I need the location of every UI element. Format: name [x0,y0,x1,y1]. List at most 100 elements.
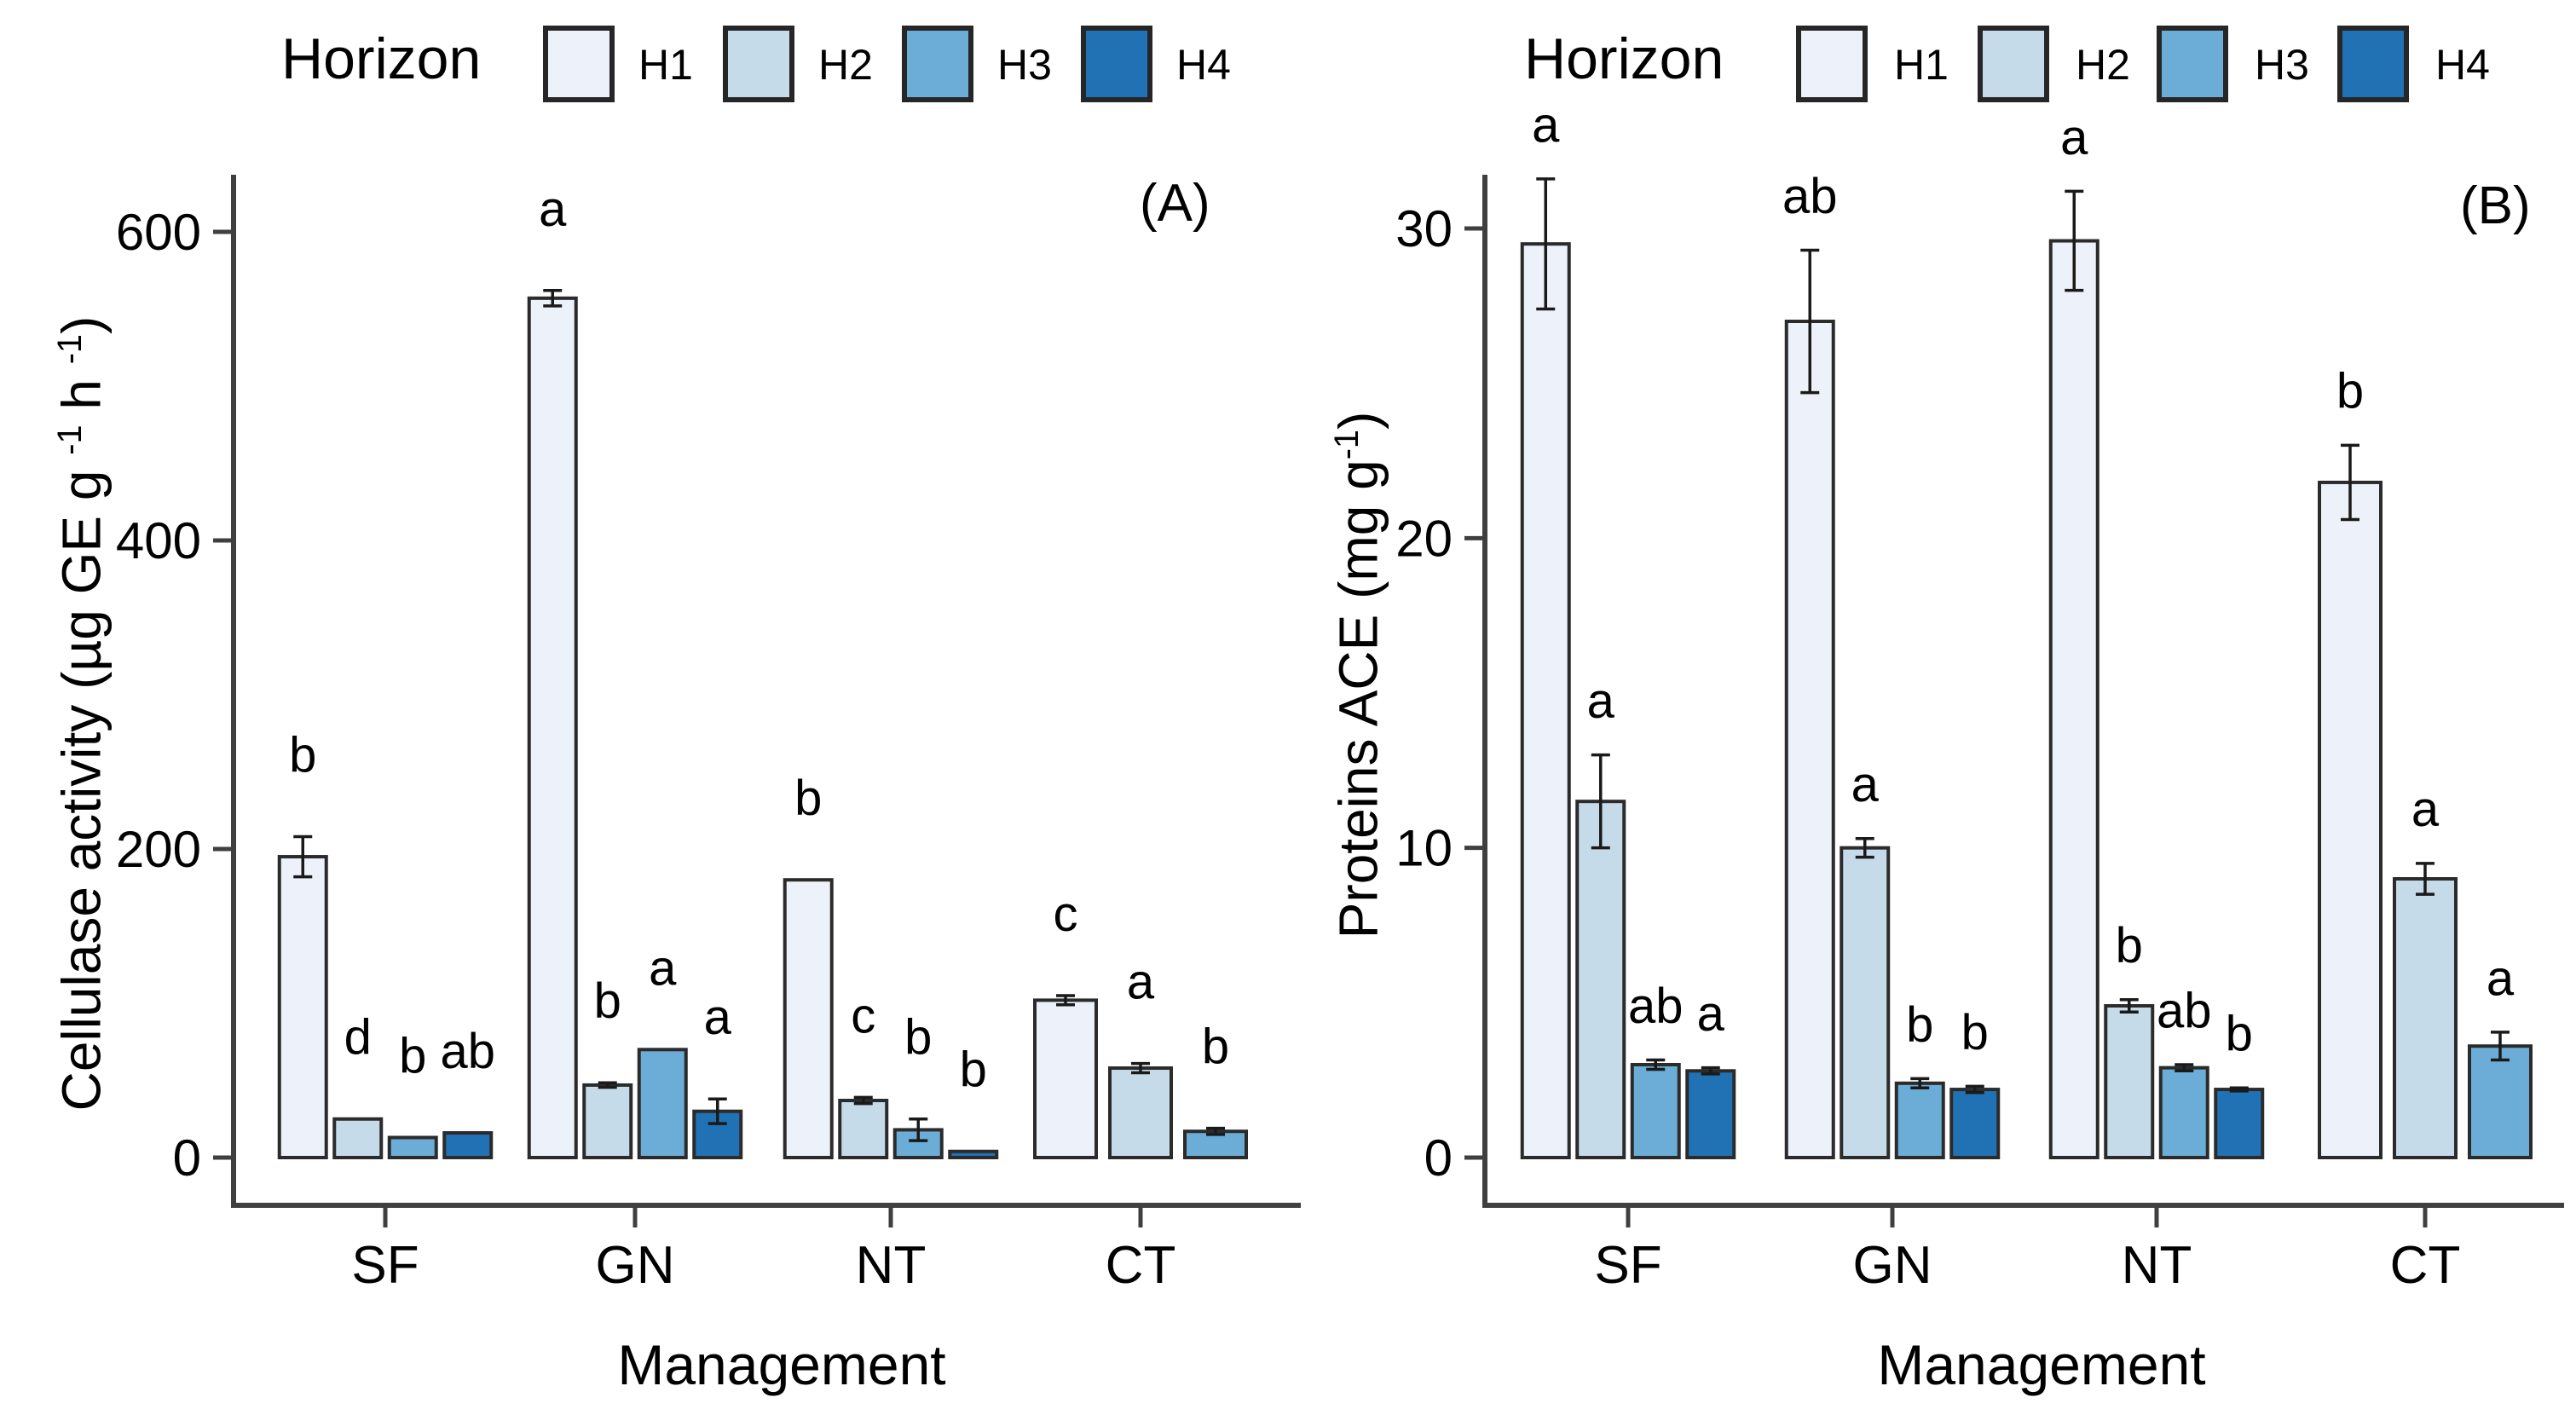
y-tick-label-A-600: 600 [116,204,201,261]
sig-letter-B-GN-H4: b [1961,1005,1989,1060]
bar-A-SF-H1 [277,855,328,1159]
sig-letter-B-NT-H3: ab [2157,983,2212,1038]
bar-B-NT-H4 [2214,1088,2265,1159]
sig-letter-A-SF-H2: d [344,1010,372,1066]
sig-letter-A-NT-H1: b [794,771,822,826]
sig-letter-B-CT-H3: a [2486,950,2515,1006]
sig-letter-A-SF-H3: b [399,1028,426,1083]
bar-B-SF-H3 [1630,1063,1681,1159]
y-tick-label-B-20: 20 [1395,510,1453,567]
sig-letter-B-CT-H1: b [2336,364,2364,419]
bar-B-GN-H1 [1784,320,1835,1160]
y-tick-label-B-30: 30 [1395,200,1453,257]
superscript-exponent: -1 [1328,430,1366,460]
sig-letter-A-CT-H1: c [1054,887,1078,942]
y-tick-label-A-400: 400 [116,512,201,569]
x-tick-label-B-CT: CT [2390,1236,2461,1295]
sig-letter-B-SF-H2: a [1587,673,1615,729]
bar-A-SF-H3 [387,1135,438,1159]
legend-title: Horizon [281,26,482,91]
sig-letter-A-NT-H2: c [851,988,875,1043]
x-axis-title-management-b: Management [1877,1333,2206,1396]
legend-title: Horizon [1524,26,1724,91]
legend-swatch-h3 [902,26,973,102]
x-tick-label-B-SF: SF [1594,1236,1661,1295]
sig-letter-A-NT-H4: b [960,1042,987,1098]
sig-letter-B-NT-H2: b [2116,918,2143,973]
bar-B-SF-H1 [1520,242,1571,1159]
bar-B-CT-H3 [2468,1044,2533,1159]
legend-swatch-h1 [1796,26,1868,102]
y-tick-label-B-10: 10 [1395,820,1453,877]
x-tick-label-A-CT: CT [1106,1236,1176,1295]
legend-label-h1: H1 [1894,41,1949,89]
sig-letter-A-GN-H1: a [539,182,567,237]
legend-swatch-h1 [543,26,615,102]
sig-letter-A-SF-H4: ab [440,1024,495,1079]
bar-B-NT-H2 [2104,1003,2155,1159]
legend-label-h4: H4 [2435,41,2490,89]
bar-A-GN-H3 [637,1048,688,1160]
sig-letter-B-NT-H4: b [2226,1007,2253,1062]
bar-B-CT-H2 [2393,877,2458,1160]
superscript-exponent: -1 [51,424,89,455]
axis-title-text: h [50,364,113,425]
axis-title-text: Cellulase activity (µg GE g [50,454,113,1112]
bar-A-CT-H1 [1033,998,1098,1159]
sig-letter-A-CT-H2: a [1127,955,1155,1010]
bar-B-NT-H3 [2158,1066,2209,1159]
sig-letter-A-CT-H3: b [1202,1019,1229,1075]
axis-title-text: Proteins ACE (mg g [1327,459,1389,939]
axis-title-text: ) [50,315,113,334]
y-tick-label-A-0: 0 [173,1129,201,1187]
x-tick-label-A-SF: SF [351,1236,419,1295]
sig-letter-A-GN-H2: b [594,973,621,1029]
superscript-exponent: -1 [51,334,89,365]
sig-letter-A-GN-H4: a [704,990,732,1045]
bar-A-NT-H1 [783,878,834,1159]
panel-tag-b: (B) [2460,176,2531,235]
y-tick-label-A-200: 200 [116,821,201,878]
bar-A-CT-H2 [1108,1066,1173,1160]
sig-letter-B-SF-H1: a [1532,97,1560,153]
bar-B-GN-H3 [1894,1081,1945,1159]
bar-A-GN-H1 [527,296,578,1159]
y-axis-title-proteins: Proteins ACE (mg g-1) [1311,78,1389,1272]
bar-A-NT-H2 [838,1099,889,1160]
bar-B-GN-H2 [1840,846,1891,1159]
x-tick-label-A-NT: NT [856,1236,927,1295]
sig-letter-A-SF-H1: b [289,728,316,783]
sig-letter-B-SF-H3: ab [1628,979,1684,1034]
sig-letter-B-GN-H1: ab [1782,169,1838,224]
y-axis-title-cellulase: Cellulase activity (µg GE g -1 h -1) [34,117,112,1310]
legend-label-h2: H2 [2076,41,2130,89]
legend-swatch-h4 [2337,26,2409,102]
sig-letter-B-GN-H3: b [1906,997,1933,1053]
sig-letter-B-CT-H2: a [2411,782,2440,837]
legend-label-h3: H3 [2255,41,2309,89]
legend-swatch-h3 [2157,26,2228,102]
bar-A-SF-H4 [442,1131,494,1160]
legend-label-h3: H3 [997,41,1052,89]
sig-letter-B-GN-H2: a [1851,757,1880,812]
bar-A-CT-H3 [1183,1129,1248,1159]
sig-letter-B-NT-H1: a [2060,110,2088,165]
bar-B-SF-H2 [1575,800,1626,1159]
x-axis-title-management-a: Management [617,1333,946,1396]
x-tick-label-A-GN: GN [596,1236,675,1295]
legend-swatch-h4 [1081,26,1152,102]
bar-B-NT-H1 [2048,239,2099,1159]
legend-label-h4: H4 [1176,41,1231,89]
axis-title-text: ) [1327,411,1389,430]
panel-tag-a: (A) [1140,174,1210,233]
bar-A-SF-H2 [332,1117,384,1159]
bar-A-GN-H2 [582,1083,633,1160]
legend-label-h2: H2 [818,41,873,89]
sig-letter-A-NT-H3: b [904,1010,932,1066]
sig-letter-A-GN-H3: a [649,940,677,996]
x-tick-label-B-GN: GN [1853,1236,1932,1295]
bar-B-SF-H4 [1685,1069,1736,1159]
bar-B-GN-H4 [1949,1088,2001,1159]
bar-B-CT-H1 [2318,480,2383,1159]
